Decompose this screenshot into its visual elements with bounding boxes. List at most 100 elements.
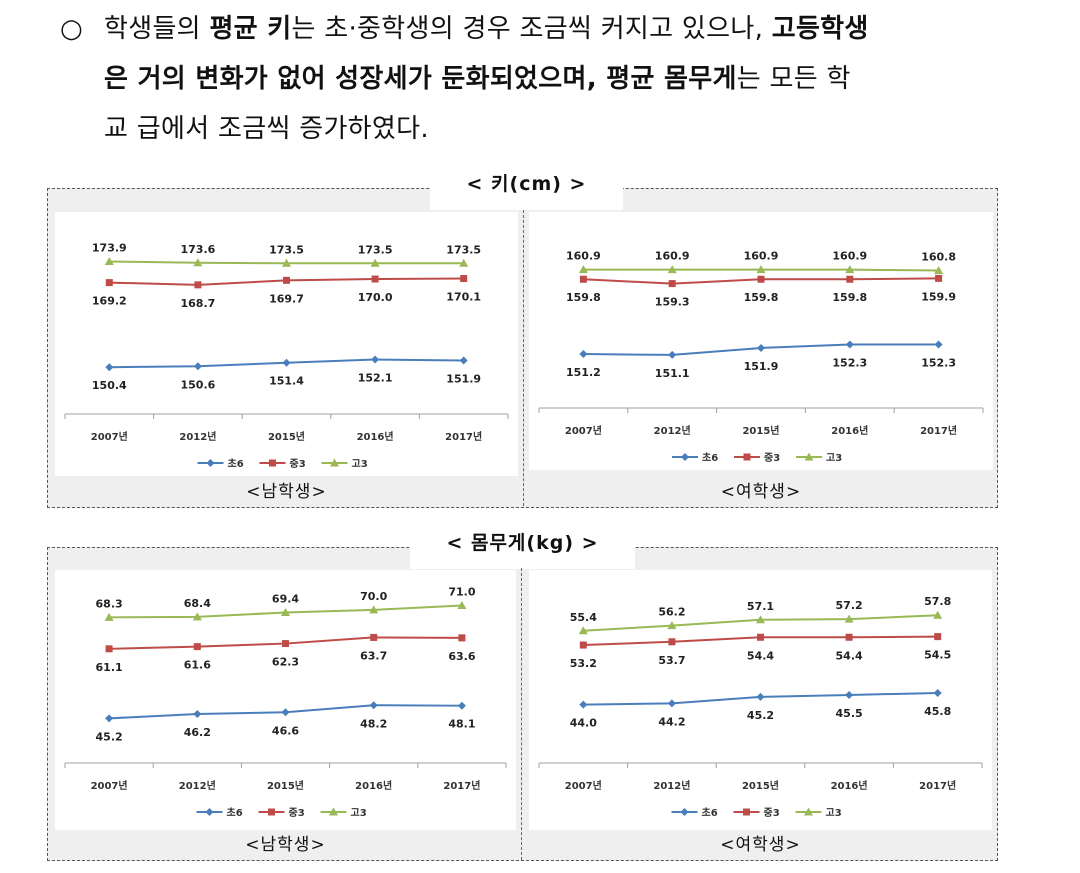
data-point-triangle (845, 265, 855, 274)
data-label: 71.0 (448, 586, 475, 599)
data-point-triangle (578, 626, 588, 635)
data-label: 159.3 (655, 296, 690, 309)
data-label: 62.3 (272, 656, 299, 669)
data-label: 63.7 (360, 649, 387, 662)
legend-marker-square (743, 808, 750, 816)
data-label: 150.6 (181, 378, 216, 391)
data-point-square (105, 279, 113, 287)
intro-text: ○ 학생들의 평균 키는 초·중학생의 경우 조금씩 커지고 있으나, 고등학생 … (60, 4, 1020, 154)
data-label: 70.0 (360, 590, 387, 603)
data-point-diamond (193, 710, 202, 718)
intro-line1-segment: 는 초·중학생의 경우 조금씩 커지고 있으나, (291, 14, 772, 44)
data-point-diamond (193, 362, 202, 371)
legend-label: 고3 (826, 452, 842, 464)
x-tick-label: 2012년 (179, 430, 216, 443)
data-label: 160.8 (921, 251, 956, 264)
x-tick-label: 2017년 (920, 424, 957, 437)
x-tick-label: 2007년 (91, 779, 128, 792)
data-label: 150.4 (92, 379, 127, 392)
data-point-triangle (457, 601, 467, 609)
data-label: 63.6 (448, 650, 475, 663)
data-point-diamond (369, 701, 378, 710)
data-point-square (668, 280, 676, 288)
data-point-triangle (193, 258, 203, 267)
data-label: 159.9 (921, 290, 956, 303)
x-tick-label: 2017년 (445, 430, 482, 443)
data-label: 151.1 (655, 367, 690, 380)
x-tick-label: 2007년 (565, 424, 602, 437)
data-label: 56.2 (658, 606, 685, 619)
data-point-diamond (105, 363, 114, 372)
data-point-triangle (104, 612, 114, 621)
data-label: 151.2 (566, 366, 601, 379)
legend-label: 초6 (227, 806, 243, 819)
legend-marker-diamond (681, 453, 689, 461)
data-label: 45.2 (747, 709, 774, 722)
data-point-diamond (668, 350, 677, 359)
legend-label: 초6 (702, 451, 718, 464)
data-point-square (579, 641, 587, 649)
data-point-square (370, 633, 378, 641)
data-label: 53.7 (658, 654, 685, 667)
intro-line1-segment: 학생들의 (104, 14, 210, 44)
data-point-square (845, 633, 853, 641)
data-label: 151.9 (446, 372, 481, 385)
data-label: 44.2 (658, 715, 685, 728)
data-point-diamond (667, 699, 676, 708)
height-divider (523, 210, 524, 506)
data-point-square (757, 275, 765, 283)
data-point-square (371, 275, 379, 283)
weight-male-chart: 2007년 2012년 2015년 2016년 2017년 45.2 46.2 46.6 48.… (55, 570, 516, 830)
data-label: 152.1 (358, 372, 393, 385)
legend-marker-diamond (206, 459, 215, 467)
legend-label: 고3 (351, 807, 367, 819)
data-label: 46.2 (184, 726, 211, 739)
data-label: 61.6 (184, 659, 211, 672)
data-point-diamond (845, 340, 854, 349)
data-point-square (846, 275, 854, 283)
data-label: 160.9 (832, 250, 867, 263)
data-point-triangle (667, 265, 677, 274)
data-label: 69.4 (272, 593, 299, 606)
data-label: 151.9 (744, 360, 779, 373)
legend-label: 고3 (352, 458, 368, 470)
weight-female-svg: 2007년 2012년 2015년 2016년 2017년 44.0 44.2 45.2 45.… (538, 595, 983, 819)
intro-line-2-text: 은 거의 변화가 없어 성장세가 둔화되었으며, 평균 몸무게는 모든 학 (104, 64, 851, 94)
height-male-svg: 2007년 2012년 2015년 2016년 2017년 150.4 150.6 151.4… (64, 241, 509, 470)
data-label: 170.0 (358, 291, 393, 304)
intro-line1-segment: 고등학생 (771, 14, 869, 44)
intro-line2-segment: 은 거의 변화가 없어 성장세가 둔화되었으며, 평균 몸무게 (104, 64, 737, 94)
legend-marker-diamond (680, 808, 689, 816)
data-label: 159.8 (744, 291, 779, 304)
legend-marker-square (269, 459, 276, 467)
x-tick-label: 2015년 (742, 424, 779, 437)
legend-label: 초6 (702, 806, 718, 819)
data-point-diamond (281, 708, 290, 717)
intro-line1-segment: 평균 키 (209, 14, 292, 44)
x-tick-label: 2016년 (357, 430, 394, 443)
data-label: 57.2 (836, 599, 863, 612)
data-point-square (283, 276, 290, 284)
data-point-square (668, 638, 676, 646)
data-label: 54.5 (924, 649, 951, 662)
height-section-title: < 키(cm) > (430, 164, 623, 210)
data-label: 173.5 (269, 243, 304, 256)
x-tick-label: 2007년 (565, 779, 602, 792)
data-point-diamond (845, 690, 854, 699)
x-tick-label: 2012년 (653, 779, 690, 792)
legend-marker-square (743, 453, 751, 461)
data-label: 61.1 (96, 661, 123, 674)
x-tick-label: 2017년 (919, 779, 956, 792)
data-label: 57.8 (924, 595, 951, 608)
legend-label: 고3 (826, 807, 842, 819)
data-point-triangle (844, 614, 854, 623)
data-label: 173.5 (358, 243, 393, 256)
data-label: 160.9 (744, 250, 779, 263)
data-point-triangle (282, 258, 291, 267)
data-label: 54.4 (747, 649, 774, 662)
x-tick-label: 2015년 (742, 779, 779, 792)
data-label: 159.8 (566, 291, 601, 304)
data-point-square (757, 633, 764, 641)
data-point-diamond (934, 340, 943, 349)
data-point-diamond (105, 714, 114, 723)
